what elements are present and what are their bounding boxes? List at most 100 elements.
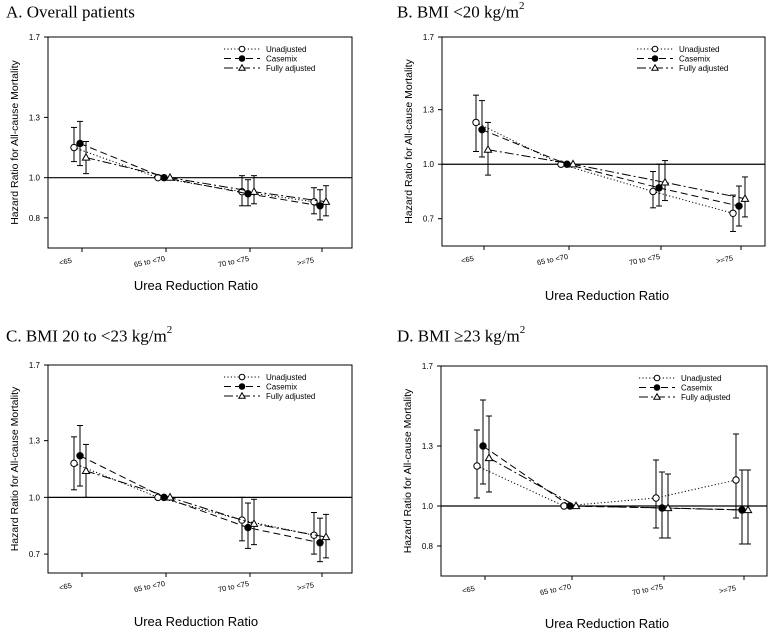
legend-marker <box>653 384 661 391</box>
y-tick-label: 0.8 <box>29 214 41 223</box>
x-axis-title: Urea Reduction Ratio <box>545 288 669 303</box>
data-point <box>479 442 487 450</box>
y-tick-label: 1.3 <box>29 437 41 446</box>
data-point <box>478 125 486 134</box>
data-point <box>483 144 493 153</box>
series-line <box>73 147 315 203</box>
data-point <box>571 501 581 510</box>
y-tick-label: 1.3 <box>422 442 434 451</box>
legend-marker <box>652 392 662 400</box>
legend-marker <box>651 45 659 53</box>
panel-a: A. Overall patients 0.8 1.0 1.3 1.7 <65 65 to… <box>0 0 389 318</box>
data-point <box>76 139 84 148</box>
series-line <box>476 465 737 507</box>
data-point <box>70 459 78 468</box>
x-tick-label: 65 to <70 <box>536 252 569 267</box>
data-point <box>165 492 175 501</box>
panel-prefix: D. <box>397 326 414 346</box>
x-axis-title: Urea Reduction Ratio <box>545 616 669 631</box>
chart-b: 0.7 1.0 1.3 1.7 <65 65 to <70 70 to <75 >=75 Ure… <box>403 33 766 303</box>
data-point <box>321 196 331 205</box>
panel-title: C. BMI 20 to <23 kg/m2 <box>6 324 173 347</box>
panel-title-text: BMI 20 to <23 kg/m <box>25 326 167 346</box>
legend-label: Fully adjusted <box>266 392 315 401</box>
legend-marker <box>650 63 660 71</box>
series-line <box>85 470 327 538</box>
panel-title-text: Overall patients <box>26 2 135 22</box>
series-line <box>481 129 740 207</box>
series-line <box>488 457 749 511</box>
data-point <box>735 202 743 210</box>
panel-title-superscript: 2 <box>519 0 525 12</box>
y-tick-label: 0.7 <box>423 215 435 224</box>
data-point <box>484 453 494 462</box>
panel-title: B. BMI <20 kg/m2 <box>397 0 525 23</box>
legend-label: Casemix <box>681 384 712 393</box>
panel-title-superscript: 2 <box>519 324 526 336</box>
data-point <box>568 159 578 168</box>
data-point <box>743 505 753 514</box>
panel-prefix: C. <box>6 326 22 346</box>
legend-label: Fully adjusted <box>266 64 315 73</box>
legend-label: Fully adjusted <box>681 393 730 402</box>
data-point <box>249 186 259 195</box>
x-tick-label: 65 to <70 <box>133 254 166 269</box>
y-axis-title: Hazard Ratio for All-cause Mortality <box>9 386 21 551</box>
x-tick-label: 65 to <70 <box>539 582 572 597</box>
data-point <box>472 118 480 127</box>
legend-label: Unadjusted <box>681 374 721 383</box>
chart-c: 0.7 1.0 1.3 1.7 <65 65 to <70 70 to <75 >=75 Ure… <box>9 361 353 629</box>
x-tick-label: 70 to <75 <box>217 579 250 594</box>
series-line <box>85 157 327 203</box>
data-point <box>473 462 481 470</box>
panel-title-text: BMI <20 kg/m <box>416 2 519 22</box>
data-point <box>76 452 84 460</box>
data-point <box>238 516 246 524</box>
legend-label: Casemix <box>266 383 297 392</box>
legend-marker <box>238 45 246 53</box>
y-axis-title: Hazard Ratio for All-cause Mortality <box>402 388 414 553</box>
x-axis-title: Urea Reduction Ratio <box>134 278 258 293</box>
legend-label: Fully adjusted <box>679 64 728 73</box>
y-tick-label: 1.0 <box>29 493 41 502</box>
data-point <box>81 152 91 161</box>
x-tick-label: >=75 <box>296 255 315 267</box>
panel-title-superscript: 2 <box>166 324 173 336</box>
panel-prefix: B. <box>397 2 413 22</box>
x-tick-label: <65 <box>461 584 475 595</box>
panel-title-text: BMI ≥23 kg/m <box>417 326 520 346</box>
y-tick-label: 1.3 <box>29 113 41 122</box>
y-tick-label: 1.0 <box>422 502 434 511</box>
y-axis-title: Hazard Ratio for All-cause Mortality <box>9 59 21 224</box>
legend-marker <box>237 391 247 399</box>
y-tick-label: 1.7 <box>29 361 41 370</box>
legend-marker <box>238 55 246 62</box>
y-axis-title: Hazard Ratio for All-cause Mortality <box>403 58 415 223</box>
plot-frame <box>47 364 353 574</box>
data-point <box>160 493 168 502</box>
x-tick-label: <65 <box>58 256 72 267</box>
legend-marker <box>237 63 247 71</box>
legend-label: Casemix <box>266 55 297 64</box>
legend-marker <box>651 55 659 62</box>
data-point <box>729 209 737 217</box>
y-tick-label: 1.0 <box>423 160 435 169</box>
legend-marker <box>238 383 246 390</box>
data-point <box>663 503 673 512</box>
data-point <box>70 143 78 152</box>
series-line <box>487 149 746 200</box>
panel-c: C. BMI 20 to <23 kg/m2 0.7 1.0 1.3 1.7 <65 65… <box>0 318 389 635</box>
panel-title: A. Overall patients <box>6 2 135 23</box>
data-point <box>660 177 670 186</box>
plot-frame <box>440 365 768 577</box>
x-tick-label: <65 <box>58 581 72 592</box>
panel-prefix: A. <box>6 2 23 22</box>
legend-label: Unadjusted <box>266 373 306 382</box>
series-line <box>482 445 743 511</box>
data-point <box>563 160 571 168</box>
y-tick-label: 1.7 <box>29 33 41 42</box>
plot-frame <box>441 36 766 247</box>
data-point <box>249 519 259 527</box>
x-tick-label: 70 to <75 <box>217 254 250 269</box>
data-point <box>165 172 175 181</box>
